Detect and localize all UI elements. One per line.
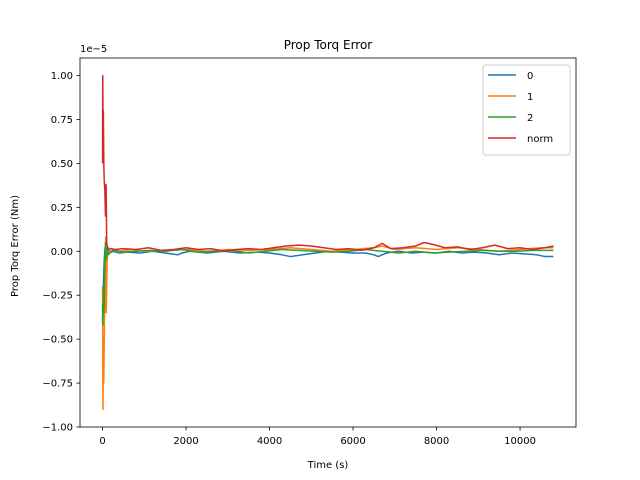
y-tick-label: −0.75 bbox=[42, 379, 73, 390]
legend-label-1: 1 bbox=[527, 92, 533, 103]
plot-area: 0 2000 4000 6000 8000 10000 −1.00 −0.75 −0.50 −0.… bbox=[42, 57, 577, 447]
x-tick-label: 2000 bbox=[173, 436, 198, 447]
legend-box bbox=[482, 64, 571, 156]
series-line-2 bbox=[101, 241, 554, 326]
y-axis-offset-text: 1e−5 bbox=[80, 44, 107, 55]
legend-label-norm: norm bbox=[527, 134, 553, 145]
x-tick-label: 4000 bbox=[257, 436, 282, 447]
x-axis-title: Time (s) bbox=[307, 460, 349, 471]
y-tick-label: −0.50 bbox=[42, 335, 73, 346]
chart-title: Prop Torq Error bbox=[284, 38, 373, 52]
legend: 0 1 2 norm bbox=[482, 64, 571, 156]
y-axis-title: Prop Torq Error (Nm) bbox=[10, 195, 21, 297]
y-tick-label: −1.00 bbox=[42, 423, 73, 434]
y-tick-label: 0.75 bbox=[51, 115, 73, 126]
y-tick-label: 0.00 bbox=[51, 247, 73, 258]
y-tick-label: −0.25 bbox=[42, 291, 73, 302]
x-tick-label: 10000 bbox=[504, 436, 536, 447]
series-line-norm bbox=[101, 74, 554, 253]
y-tick-label: 1.00 bbox=[51, 71, 73, 82]
x-tick-label: 0 bbox=[99, 436, 105, 447]
y-tick-label: 0.25 bbox=[51, 203, 73, 214]
axes-frame bbox=[79, 57, 577, 428]
y-tick-label: 0.50 bbox=[51, 159, 73, 170]
x-tick-label: 8000 bbox=[424, 436, 449, 447]
x-tick-label: 6000 bbox=[340, 436, 365, 447]
legend-label-0: 0 bbox=[527, 71, 533, 82]
legend-label-2: 2 bbox=[527, 113, 533, 124]
